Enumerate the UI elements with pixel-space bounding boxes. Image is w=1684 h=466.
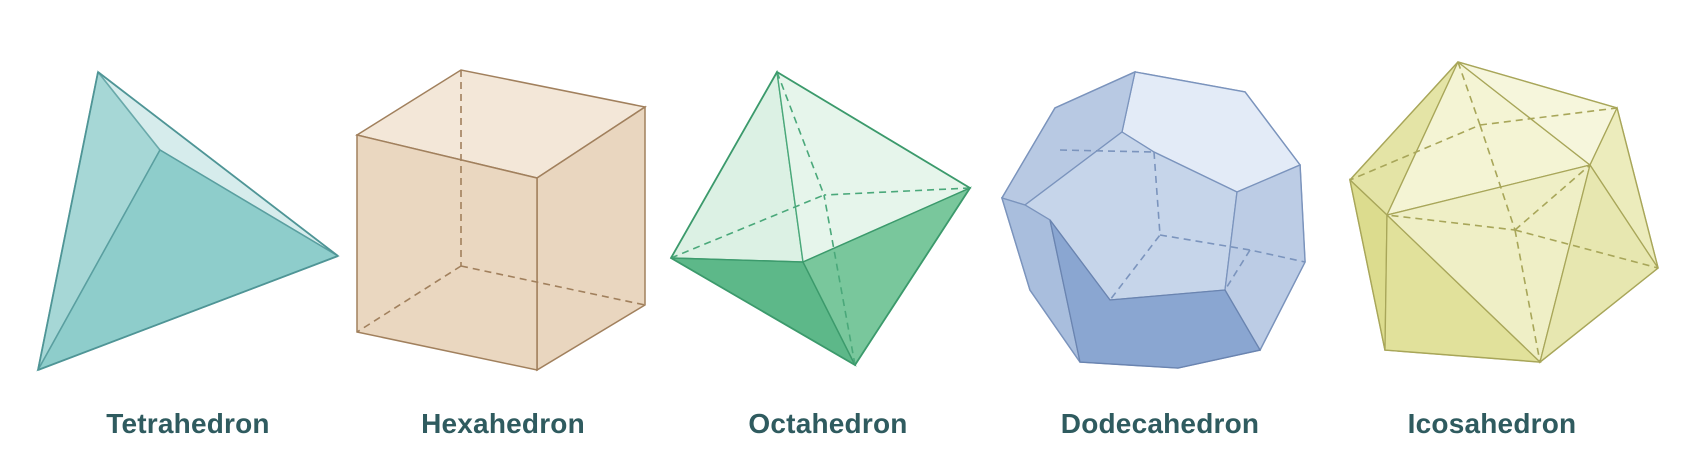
icosahedron-shape [1348, 60, 1659, 364]
hexahedron-shape [355, 69, 647, 372]
octahedron-shape [669, 69, 972, 367]
dodecahedron-label: Dodecahedron [1060, 408, 1260, 439]
tetrahedron-label: Tetrahedron [106, 408, 270, 439]
octahedron-label: Octahedron [748, 408, 908, 439]
icosahedron-label: Icosahedron [1407, 408, 1577, 439]
dodecahedron-shape [1001, 70, 1306, 369]
solids-illustration [36, 60, 1659, 372]
tetrahedron-shape [36, 70, 340, 372]
hexahedron-label: Hexahedron [421, 408, 585, 439]
